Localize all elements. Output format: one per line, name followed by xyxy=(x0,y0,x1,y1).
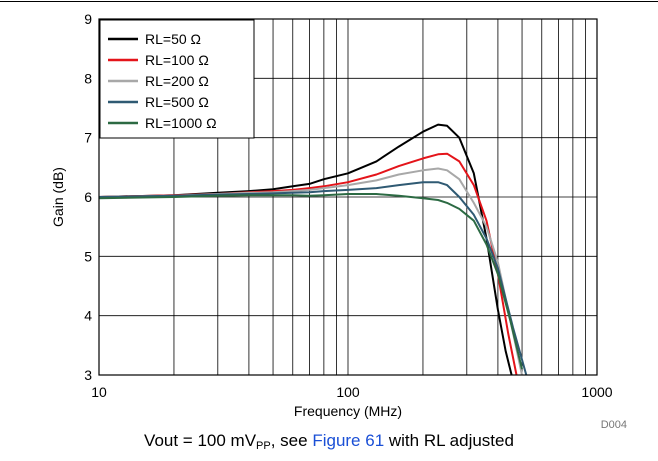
y-axis-title: Gain (dB) xyxy=(50,167,66,227)
caption-middle: , see xyxy=(270,431,313,450)
x-tick-label: 10 xyxy=(91,384,107,400)
series-layer xyxy=(98,123,528,376)
series-line-2 xyxy=(98,167,523,376)
caption-prefix: Vout = 100 mV xyxy=(144,431,257,450)
y-tick-label: 8 xyxy=(84,70,92,86)
figure-tag: D004 xyxy=(601,419,627,430)
y-tick-label: 7 xyxy=(84,130,92,146)
x-axis-title: Frequency (MHz) xyxy=(294,403,402,419)
legend-label-1: RL=100 Ω xyxy=(145,52,209,68)
caption-subscript: PP xyxy=(256,440,271,452)
legend-label-3: RL=500 Ω xyxy=(145,94,209,110)
legend-label-2: RL=200 Ω xyxy=(145,73,209,89)
legend-label-0: RL=50 Ω xyxy=(145,31,201,47)
y-tick-label: 3 xyxy=(84,367,92,383)
y-tick-label: 5 xyxy=(84,248,92,264)
top-rule xyxy=(0,1,658,2)
series-line-4 xyxy=(98,193,523,370)
plot-frame xyxy=(98,18,598,376)
caption-suffix: with RL adjusted xyxy=(384,431,514,450)
x-tick-label: 100 xyxy=(336,384,360,400)
series-line-1 xyxy=(98,152,518,376)
y-tick-label: 9 xyxy=(84,11,92,27)
series-line-0 xyxy=(98,123,513,376)
figure-61-link[interactable]: Figure 61 xyxy=(312,431,385,450)
legend: RL=50 Ω RL=100 Ω RL=200 Ω RL=500 Ω RL=1000 Ω xyxy=(99,19,255,139)
legend-label-4: RL=1000 Ω xyxy=(145,115,217,131)
x-tick-label: 1000 xyxy=(581,384,612,400)
figure-caption: Vout = 100 mVPP, see Figure 61 with RL a… xyxy=(0,431,658,452)
y-tick-label: 4 xyxy=(84,308,92,324)
y-tick-label: 6 xyxy=(84,189,92,205)
series-line-3 xyxy=(98,181,528,376)
gain-vs-frequency-chart: 3 4 5 6 7 8 9 10 100 1000 Frequency (MHz) Gain (… xyxy=(50,11,627,430)
y-tick-labels: 3 4 5 6 7 8 9 xyxy=(84,11,92,383)
x-tick-labels: 10 100 1000 xyxy=(91,384,613,400)
